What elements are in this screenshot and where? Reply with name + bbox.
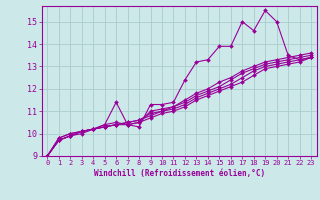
- X-axis label: Windchill (Refroidissement éolien,°C): Windchill (Refroidissement éolien,°C): [94, 169, 265, 178]
